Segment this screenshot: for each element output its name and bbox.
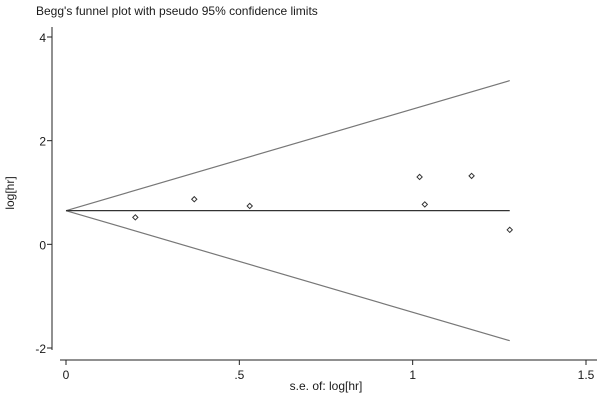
x-tick-label: .5 xyxy=(234,368,244,382)
x-tick-label: 1 xyxy=(409,368,416,382)
data-point xyxy=(190,195,198,203)
x-axis-title: s.e. of: log[hr] xyxy=(290,379,363,393)
data-point xyxy=(132,214,139,221)
y-tick-label: 2 xyxy=(39,135,46,149)
lower-confidence-limit xyxy=(65,210,510,342)
data-point xyxy=(421,201,429,208)
x-tick-label: 1.5 xyxy=(578,368,595,382)
data-point xyxy=(246,202,254,210)
data-point xyxy=(506,226,514,234)
y-tick-label: -2 xyxy=(35,342,46,356)
y-tick-label: 0 xyxy=(39,238,46,252)
x-tick-label: 0 xyxy=(63,368,70,382)
y-axis-title: log[hr] xyxy=(3,176,17,209)
axes: -2 0 2 4 0 .5 1 1.5 xyxy=(35,27,597,382)
data-point xyxy=(416,173,423,181)
data-points xyxy=(132,172,514,234)
data-point xyxy=(468,172,475,180)
confidence-limits xyxy=(65,80,510,342)
y-tick-label: 4 xyxy=(39,31,46,45)
chart-title: Begg's funnel plot with pseudo 95% confi… xyxy=(36,4,318,18)
upper-confidence-limit xyxy=(65,80,510,212)
